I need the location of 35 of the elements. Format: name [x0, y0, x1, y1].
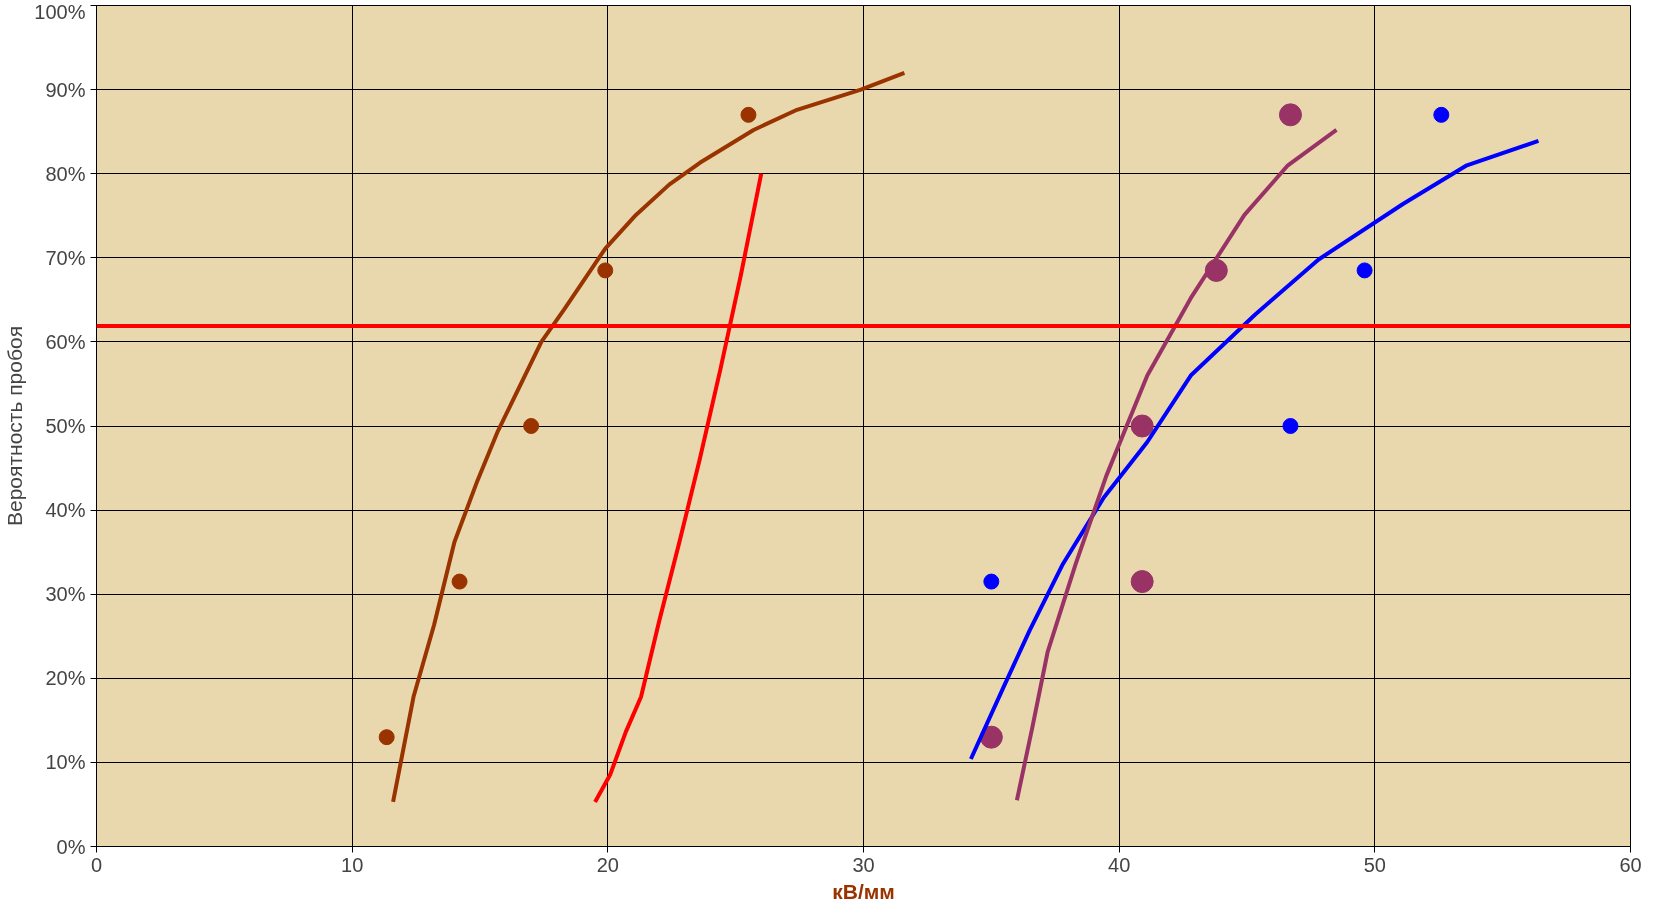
point	[1433, 106, 1450, 123]
point	[740, 106, 757, 123]
x-tick-label: 0	[90, 853, 103, 876]
line-series	[391, 70, 907, 804]
point	[1130, 570, 1154, 594]
y-tick-label: 70%	[45, 246, 86, 269]
point	[1356, 262, 1373, 279]
point	[1278, 103, 1302, 127]
x-tick-label: 50	[1363, 853, 1386, 876]
y-tick-label: 20%	[45, 667, 86, 690]
line-series	[968, 138, 1541, 762]
y-tick-label: 0%	[56, 835, 86, 858]
y-tick-label: 50%	[45, 415, 86, 437]
x-axis-title: кВ/мм	[832, 879, 895, 903]
point	[1130, 414, 1154, 438]
x-tick-label: 10	[341, 853, 364, 876]
point	[983, 573, 1000, 590]
x-tick-label: 30	[852, 853, 875, 876]
y-tick-label: 80%	[45, 162, 86, 185]
y-tick-label: 30%	[45, 583, 86, 606]
point	[451, 573, 468, 590]
y-axis-title: Вероятность пробоя	[3, 325, 27, 527]
x-tick-label: 20	[596, 853, 619, 876]
y-tick-label: 40%	[45, 499, 86, 522]
x-tick-label: 40	[1108, 853, 1131, 876]
y-tick-label: 60%	[45, 330, 86, 353]
point	[597, 262, 614, 279]
y-tick-label: 90%	[45, 78, 86, 101]
point	[523, 418, 540, 434]
point	[378, 729, 395, 746]
point	[1282, 418, 1299, 434]
y-tick-label: 10%	[45, 751, 86, 774]
line-series	[1014, 127, 1339, 803]
x-tick-label: 60	[1619, 853, 1642, 876]
y-tick-label: 100%	[34, 0, 86, 23]
